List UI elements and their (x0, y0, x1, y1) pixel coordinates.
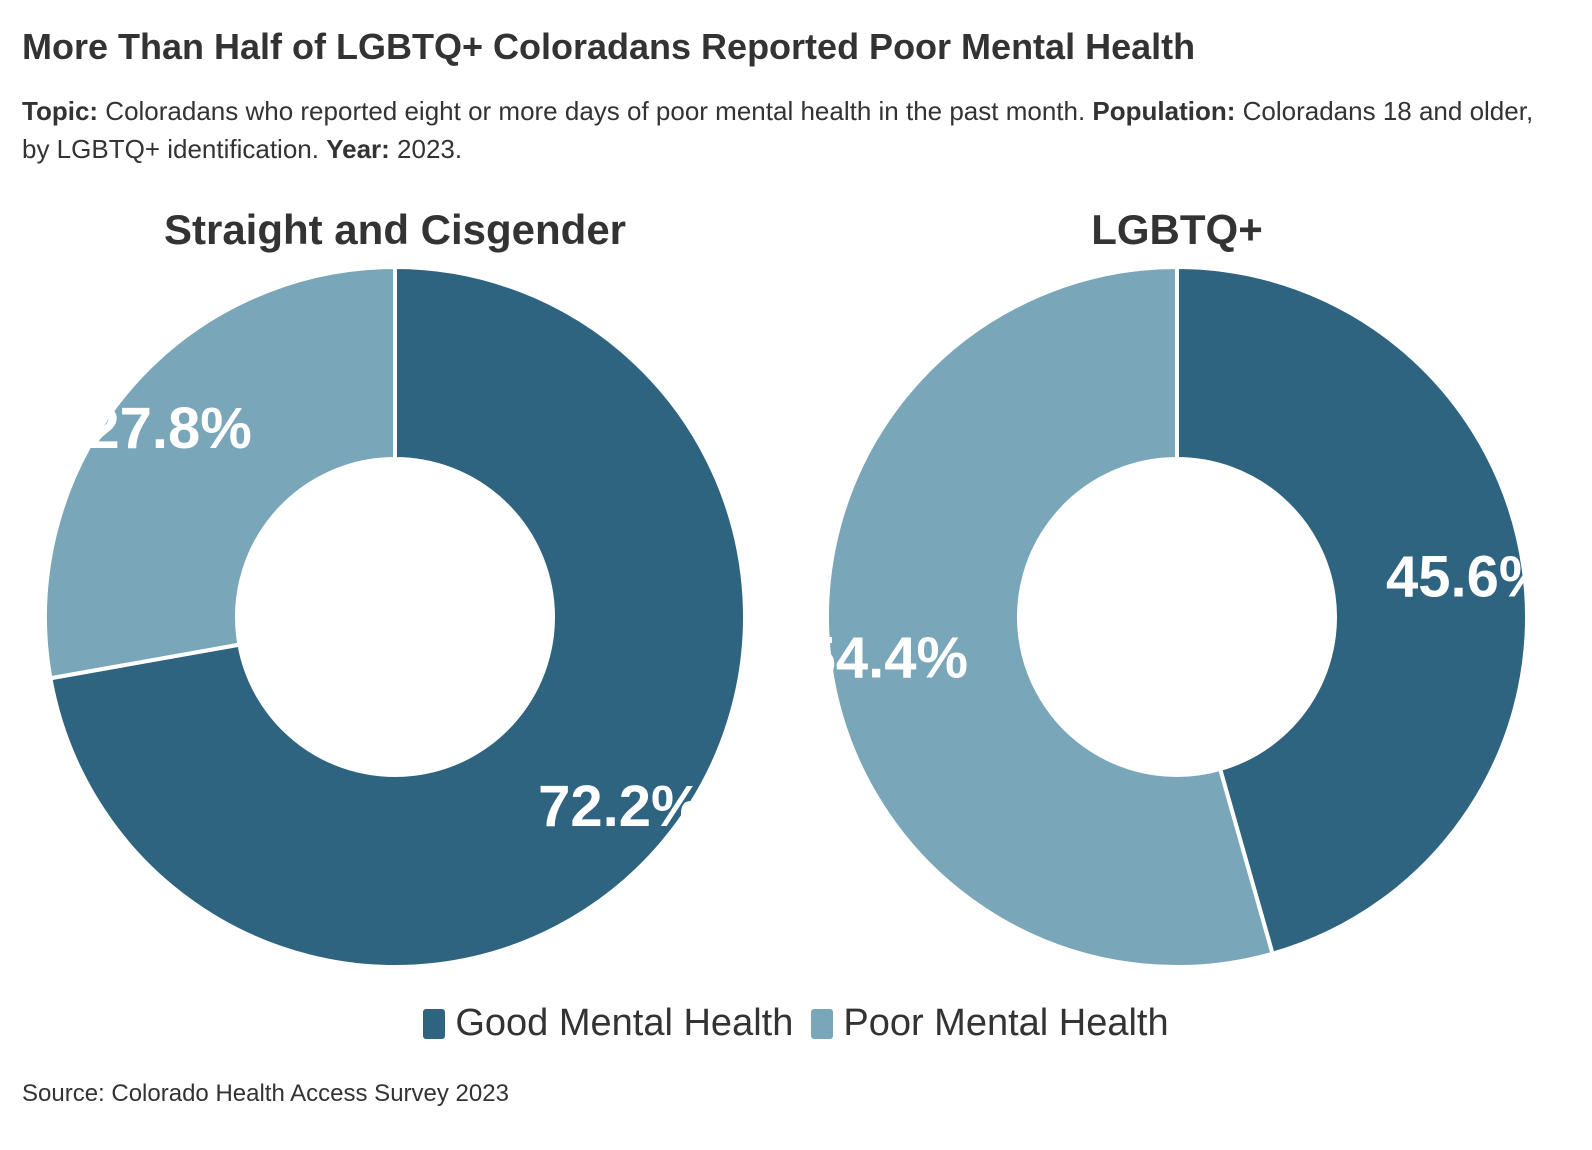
legend-label-poor: Poor Mental Health (843, 1002, 1169, 1044)
legend-swatch-good (423, 1008, 446, 1039)
legend-item-poor[interactable]: Poor Mental Health (811, 1002, 1169, 1045)
donut-slice-good[interactable] (48, 265, 747, 969)
data-label: 72.2% (538, 774, 702, 839)
topic-text: Coloradans who reported eight or more da… (98, 96, 1093, 126)
donut-charts: Straight and Cisgender 72.2% 27.8% LGBTQ+ 45… (43, 206, 1550, 969)
donut-title: Straight and Cisgender (164, 206, 626, 253)
donut-slice-poor[interactable] (825, 265, 1275, 969)
data-label: 27.8% (87, 396, 251, 461)
source-note: Source: Colorado Health Access Survey 20… (22, 1080, 509, 1107)
legend: Good Mental Health Poor Mental Health (0, 1002, 1592, 1045)
topic-label: Topic: (22, 96, 99, 126)
donut-slice-poor[interactable] (43, 265, 397, 681)
legend-item-good[interactable]: Good Mental Health (423, 1002, 793, 1045)
population-text: Coloradans 18 and older, by LGBTQ+ ident… (22, 96, 1534, 164)
donut-slice-good[interactable] (1175, 265, 1529, 956)
donut-straight-cisgender: Straight and Cisgender 72.2% 27.8% (43, 206, 747, 969)
legend-swatch-poor (811, 1008, 834, 1039)
donut-title: LGBTQ+ (1091, 206, 1263, 253)
data-label: 45.6% (1386, 544, 1550, 609)
population-label: Population: (1092, 96, 1236, 126)
chart-title: More Than Half of LGBTQ+ Coloradans Repo… (22, 26, 1196, 67)
legend-label-good: Good Mental Health (455, 1002, 794, 1044)
donut-lgbtq: LGBTQ+ 45.6% 54.4% (804, 206, 1550, 969)
year-label: Year: (326, 134, 390, 164)
year-text: 2023. (389, 134, 463, 164)
chart-subtitle: Topic: Coloradans who reported eight or … (22, 92, 1562, 168)
data-label: 54.4% (804, 626, 968, 691)
